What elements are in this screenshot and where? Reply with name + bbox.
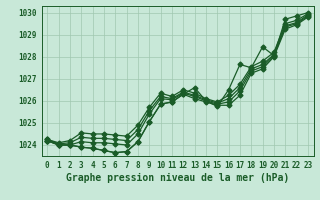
X-axis label: Graphe pression niveau de la mer (hPa): Graphe pression niveau de la mer (hPa) — [66, 173, 289, 183]
